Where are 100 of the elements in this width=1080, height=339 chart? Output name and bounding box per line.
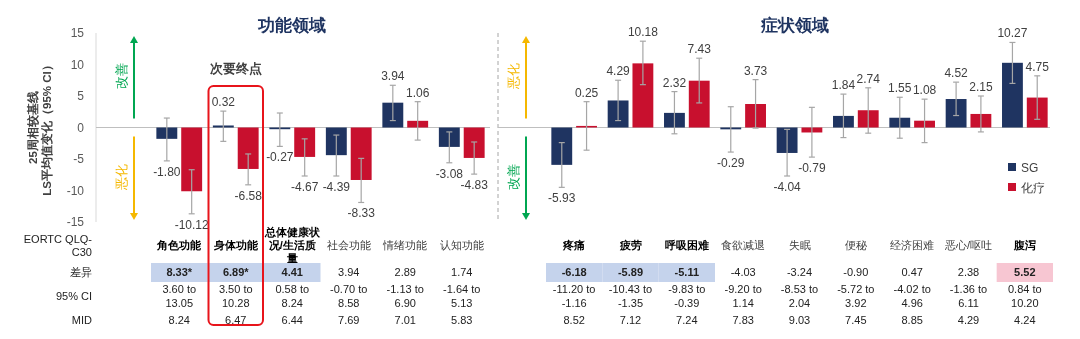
data-label: -0.79 bbox=[798, 161, 826, 176]
data-label: 4.29 bbox=[606, 64, 631, 79]
bar bbox=[438, 127, 460, 147]
text: 1.74 bbox=[451, 266, 473, 278]
y-tick-label: 15 bbox=[70, 26, 85, 40]
bar bbox=[688, 80, 710, 128]
x-tick-label: 角色功能 bbox=[156, 239, 203, 251]
data-label: -3.08 bbox=[435, 166, 464, 181]
bar bbox=[350, 127, 372, 180]
text: 5.83 bbox=[451, 314, 473, 326]
bar bbox=[156, 127, 178, 139]
data-label: 7.43 bbox=[687, 42, 712, 57]
data-label: 10.27 bbox=[997, 26, 1028, 41]
bar bbox=[607, 100, 629, 128]
text: 0.47 bbox=[901, 266, 923, 278]
bar bbox=[632, 63, 654, 128]
text: -3.24 bbox=[786, 266, 813, 278]
x-tick-label: 总体健康状况/生活质量 bbox=[263, 226, 321, 264]
data-label: -8.33 bbox=[347, 206, 376, 221]
text: 7.24 bbox=[676, 314, 698, 326]
bar bbox=[294, 127, 316, 157]
text: -4.02 to 4.96 bbox=[893, 283, 931, 309]
data-label: -5.93 bbox=[548, 191, 576, 206]
legend-label: SG bbox=[1021, 160, 1039, 175]
x-tick-label: 疼痛 bbox=[562, 239, 586, 251]
text: EORTC QLQ-C30 bbox=[23, 232, 93, 258]
text: 8.52 bbox=[563, 314, 585, 326]
text: MID bbox=[71, 314, 93, 326]
bar bbox=[181, 127, 203, 192]
text: 2.38 bbox=[957, 266, 980, 278]
x-tick-label: 呼吸困难 bbox=[664, 239, 709, 251]
text: -5.89 bbox=[617, 266, 644, 278]
text: 改善 bbox=[114, 63, 129, 90]
annotation: 次要终点 bbox=[209, 61, 262, 76]
bar bbox=[407, 120, 429, 128]
legend-label: 化疗 bbox=[1021, 180, 1045, 195]
x-tick-label: 恶心/呕吐 bbox=[943, 239, 993, 251]
bar bbox=[551, 127, 573, 165]
text: 0.58 to bbox=[275, 283, 310, 295]
bar bbox=[833, 115, 854, 128]
x-tick-label: 失眠 bbox=[788, 239, 811, 251]
text: -9.20 to 1.14 bbox=[724, 283, 762, 309]
text: 9.03 bbox=[788, 314, 811, 326]
data-label: -4.39 bbox=[322, 180, 351, 195]
text: -5.11 bbox=[674, 266, 700, 278]
data-label: -6.58 bbox=[234, 188, 263, 203]
bar bbox=[463, 127, 485, 158]
data-label: 3.94 bbox=[381, 69, 405, 84]
text: 7.12 bbox=[619, 314, 642, 326]
y-axis-title: 25周相较基线 LS平均值变化（95% CI） bbox=[26, 59, 54, 196]
x-tick-label: 便秘 bbox=[844, 239, 867, 251]
data-label: -0.29 bbox=[717, 156, 745, 171]
text: -6.18 bbox=[561, 266, 587, 278]
data-label: -4.83 bbox=[460, 178, 489, 193]
x-tick-label: 社会功能 bbox=[326, 239, 371, 251]
data-label: 2.32 bbox=[662, 75, 687, 90]
data-label: 10.18 bbox=[627, 25, 659, 40]
text: -1.64 to 5.13 bbox=[443, 283, 481, 309]
y-tick-label: 10 bbox=[70, 57, 85, 72]
bar bbox=[1026, 97, 1048, 128]
data-label: 1.06 bbox=[406, 85, 430, 100]
bar bbox=[382, 102, 404, 128]
text: 差异 bbox=[70, 266, 92, 278]
x-tick-label: 身体功能 bbox=[212, 239, 259, 251]
data-label: 2.15 bbox=[969, 80, 993, 94]
annotation: 恶化 bbox=[506, 63, 521, 91]
y-tick-label: 0 bbox=[77, 120, 85, 135]
chart-title: 功能领域 bbox=[257, 16, 326, 35]
text: 5.52 bbox=[1014, 266, 1036, 278]
y-tick-label: -15 bbox=[66, 215, 85, 229]
text: 6.44 bbox=[281, 314, 303, 326]
text: -5.72 to 3.92 bbox=[837, 283, 875, 309]
text: -0.70 to 8.58 bbox=[330, 283, 368, 309]
bar bbox=[325, 127, 347, 156]
x-tick-label: 腹泻 bbox=[1012, 239, 1036, 251]
text: 4.41 bbox=[281, 266, 303, 278]
data-label: 0.32 bbox=[211, 95, 236, 110]
x-tick-label: 认知功能 bbox=[439, 239, 484, 251]
data-label: -4.04 bbox=[773, 180, 802, 195]
text: -1.13 to 6.90 bbox=[386, 283, 424, 309]
bar bbox=[237, 127, 259, 169]
text: -10.43 to -1.35 bbox=[608, 283, 653, 309]
bar bbox=[970, 113, 992, 128]
text: 3.50 to 10.28 bbox=[218, 283, 253, 309]
text: 95% CI bbox=[55, 290, 92, 302]
text: 8.85 bbox=[901, 314, 923, 326]
bar bbox=[945, 99, 967, 128]
text: 8.24 bbox=[281, 297, 303, 309]
bar bbox=[776, 127, 798, 153]
text: 7.01 bbox=[394, 314, 416, 326]
data-label: 0.25 bbox=[574, 85, 599, 100]
text: 2.89 bbox=[394, 266, 416, 278]
text: 3.94 bbox=[338, 266, 360, 278]
data-label: 4.75 bbox=[1025, 59, 1050, 74]
data-label: 2.74 bbox=[856, 71, 881, 86]
x-tick-label: 经济困难 bbox=[890, 239, 935, 251]
data-label: -4.67 bbox=[291, 180, 319, 195]
text: 7.45 bbox=[845, 314, 867, 326]
text: -0.90 bbox=[843, 266, 869, 278]
x-tick-label: 情绪功能 bbox=[382, 239, 428, 251]
